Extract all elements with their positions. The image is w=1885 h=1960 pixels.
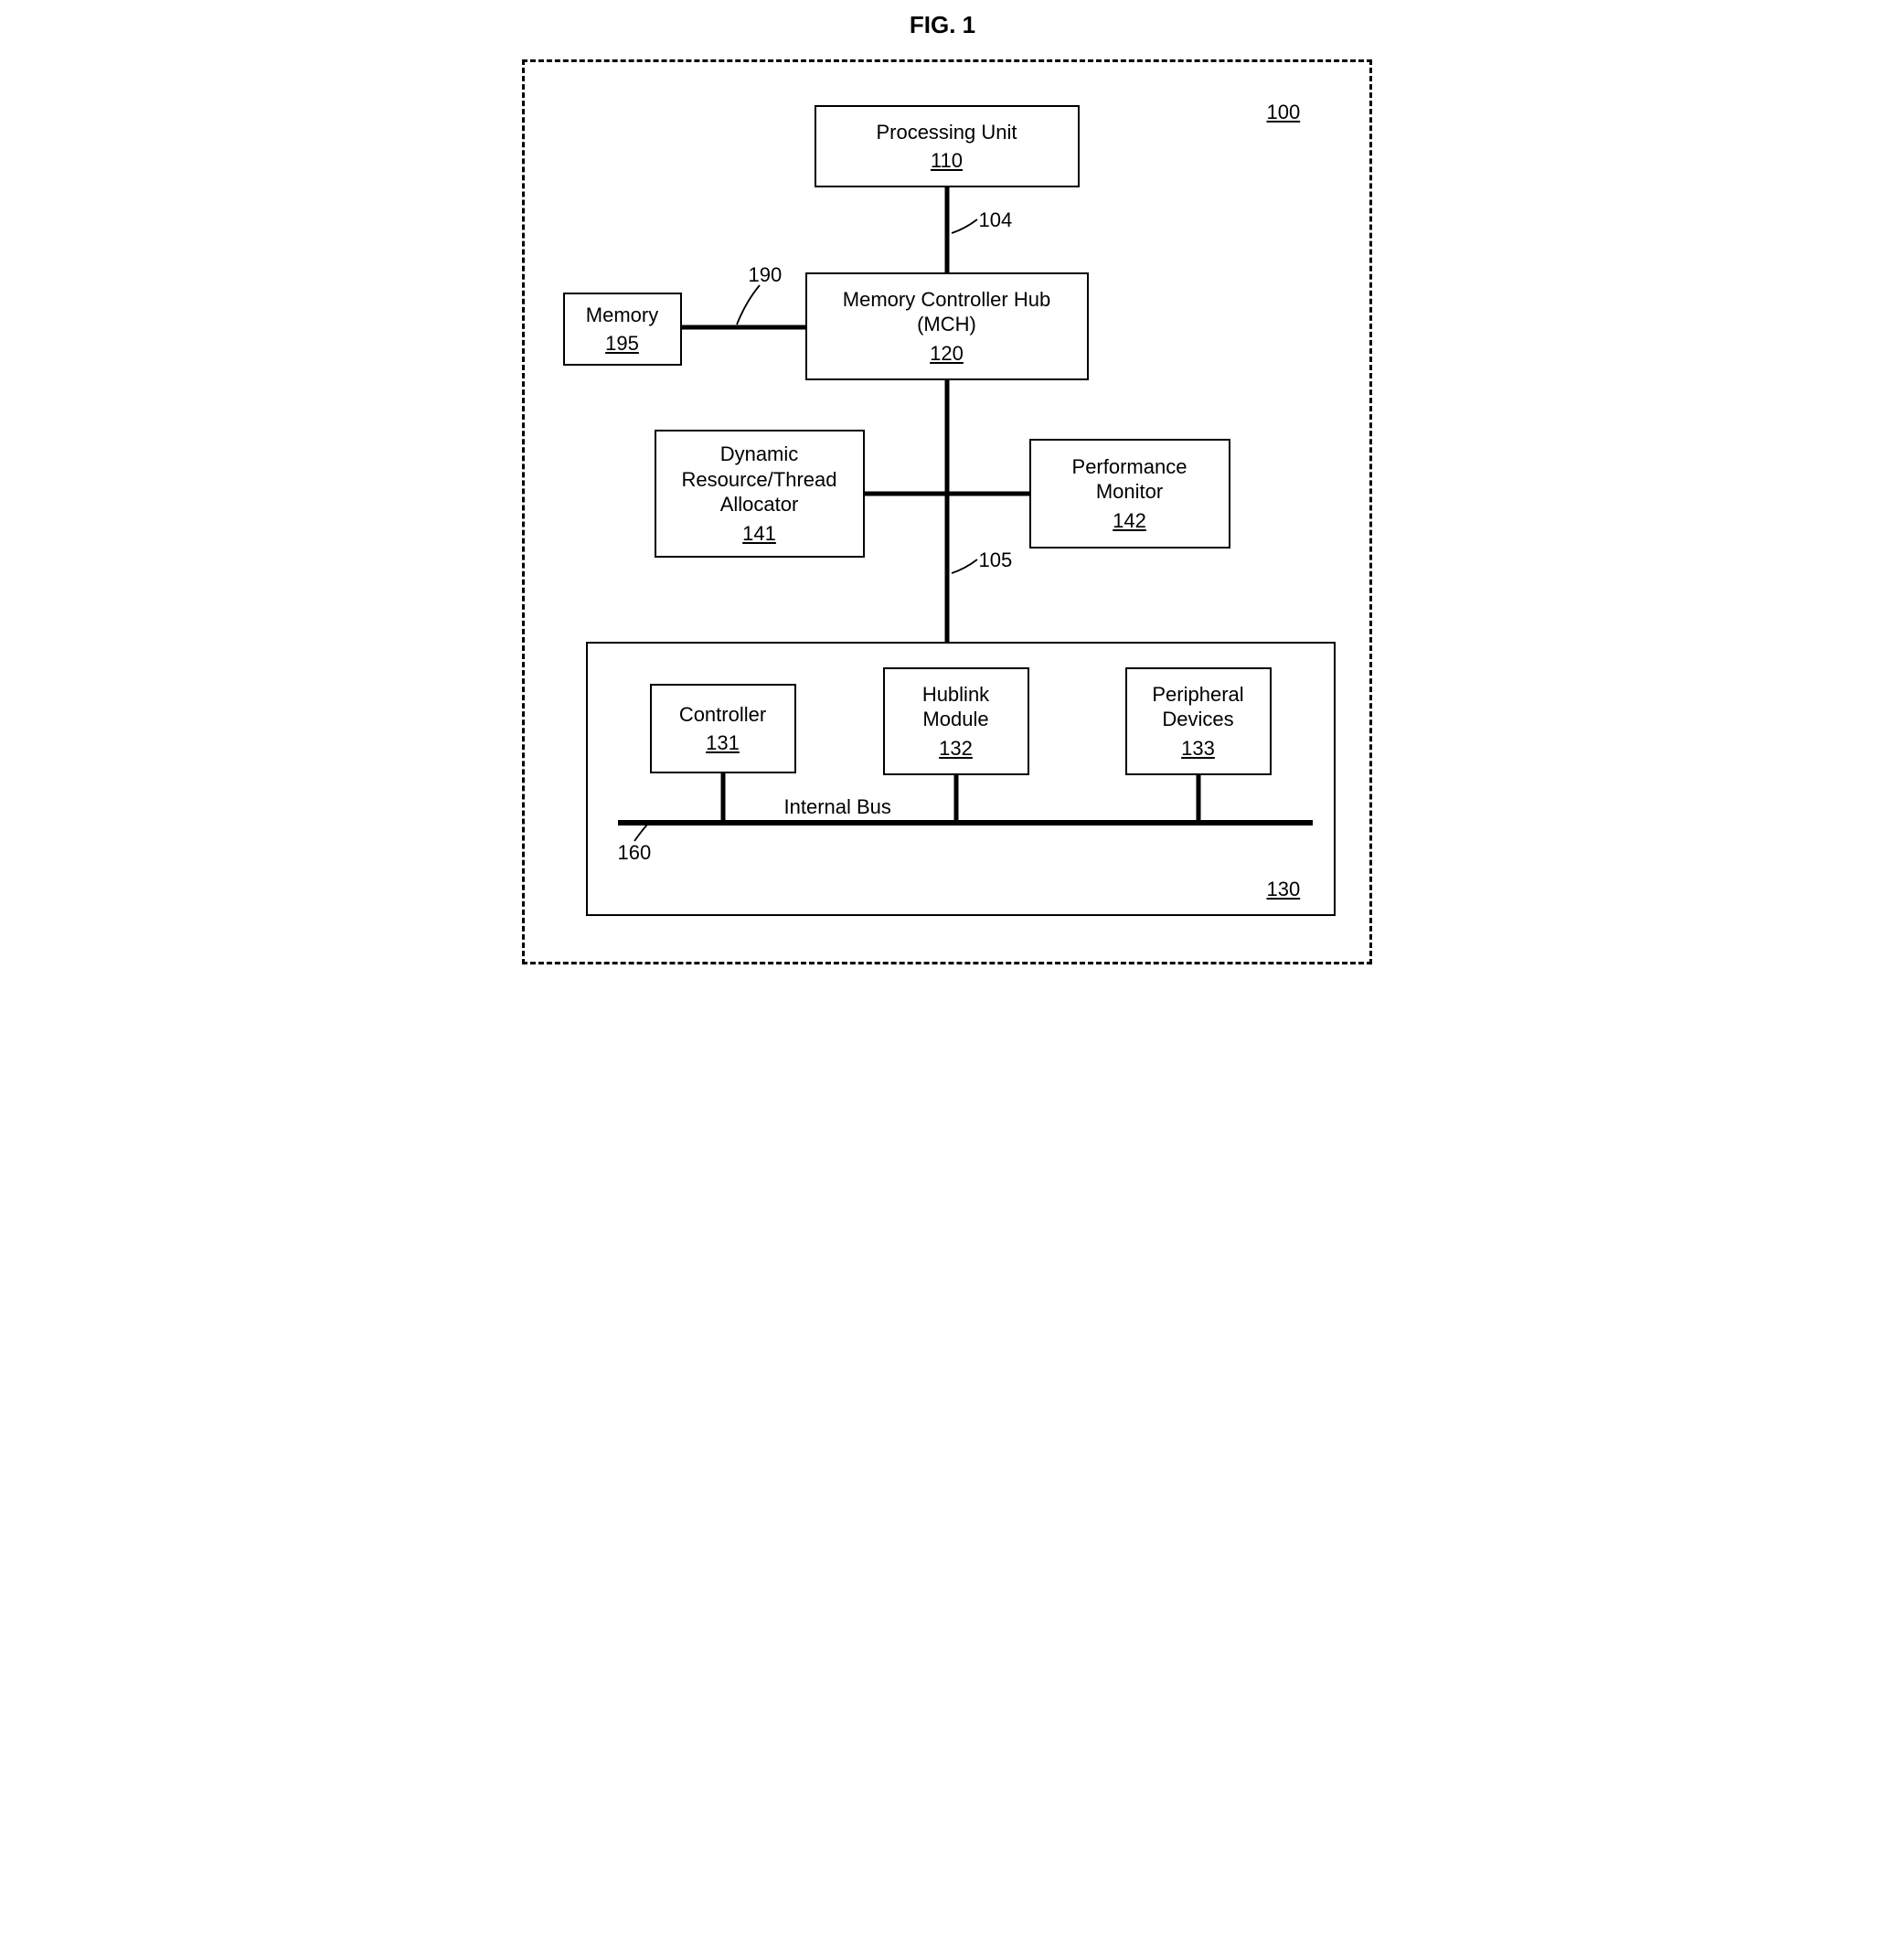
memory-box: Memory 195 — [563, 293, 682, 366]
memory-ref: 195 — [605, 331, 639, 357]
allocator-box: Dynamic Resource/Thread Allocator 141 — [655, 430, 865, 558]
peripheral-label-1: Peripheral — [1152, 682, 1243, 708]
monitor-label-2: Monitor — [1096, 479, 1163, 505]
allocator-label-1: Dynamic — [720, 442, 799, 467]
allocator-ref: 141 — [742, 521, 776, 547]
internal-bus-label: Internal Bus — [784, 795, 891, 819]
peripheral-box: Peripheral Devices 133 — [1125, 667, 1272, 775]
figure-page: FIG. 1 100 Processing Unit 110 Memory Co… — [472, 0, 1414, 980]
edge-pu-mch-ref: 104 — [979, 208, 1013, 232]
processing-unit-ref: 110 — [931, 148, 963, 174]
mch-label-2: (MCH) — [917, 312, 976, 337]
monitor-ref: 142 — [1113, 508, 1146, 534]
allocator-label-3: Allocator — [720, 492, 799, 517]
hublink-label-2: Module — [922, 707, 988, 732]
monitor-label-1: Performance — [1072, 454, 1187, 480]
peripheral-label-2: Devices — [1162, 707, 1233, 732]
edge-mem-mch-ref: 190 — [749, 263, 783, 287]
system-ref: 100 — [1267, 101, 1301, 124]
hublink-label-1: Hublink — [922, 682, 989, 708]
internal-bus-ref: 160 — [618, 841, 652, 865]
hublink-box: Hublink Module 132 — [883, 667, 1029, 775]
mch-ref: 120 — [930, 341, 964, 367]
controller-ref: 131 — [706, 730, 740, 756]
mch-label-1: Memory Controller Hub — [843, 287, 1050, 313]
ioch-ref: 130 — [1267, 878, 1301, 901]
controller-box: Controller 131 — [650, 684, 796, 773]
figure-title: FIG. 1 — [472, 11, 1414, 39]
mch-box: Memory Controller Hub (MCH) 120 — [805, 272, 1089, 380]
peripheral-ref: 133 — [1181, 736, 1215, 762]
allocator-label-2: Resource/Thread — [682, 467, 837, 493]
monitor-box: Performance Monitor 142 — [1029, 439, 1230, 549]
hublink-ref: 132 — [939, 736, 973, 762]
controller-label: Controller — [679, 702, 766, 728]
processing-unit-label: Processing Unit — [876, 120, 1017, 145]
edge-mch-ioch-ref: 105 — [979, 549, 1013, 572]
memory-label: Memory — [586, 303, 658, 328]
processing-unit-box: Processing Unit 110 — [815, 105, 1080, 187]
